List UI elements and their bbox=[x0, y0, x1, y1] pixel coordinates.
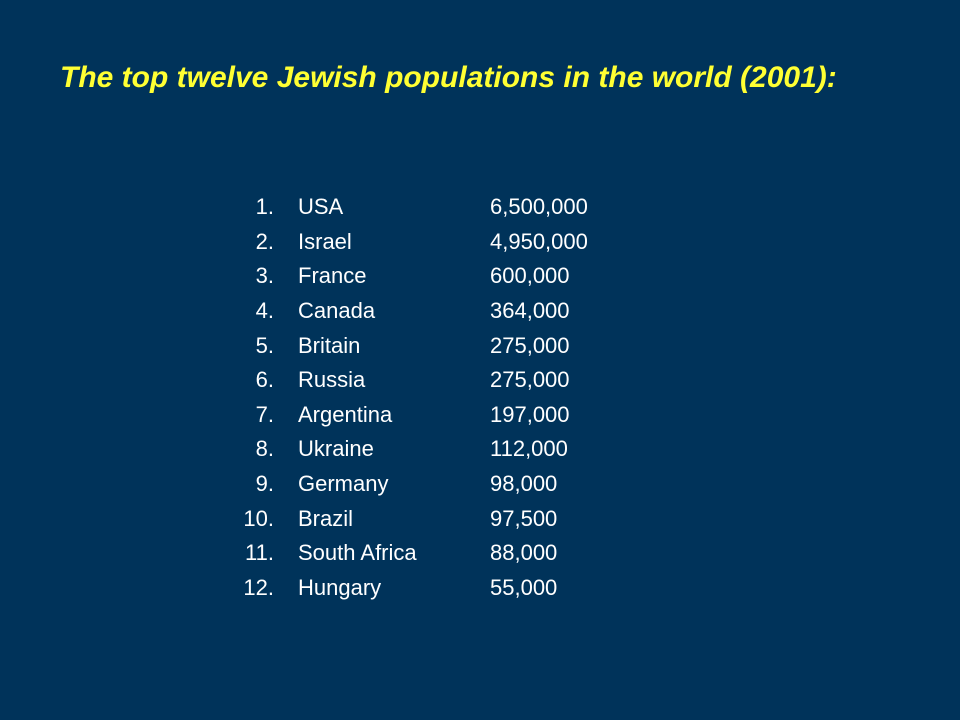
ranking-row: 12. Hungary 55,000 bbox=[236, 571, 650, 606]
ranking-row: 3. France 600,000 bbox=[236, 259, 650, 294]
slide-title: The top twelve Jewish populations in the… bbox=[60, 61, 837, 94]
rank-number: 8. bbox=[255, 436, 274, 462]
country-name: Israel bbox=[298, 228, 352, 254]
ranking-row: 9. Germany 98,000 bbox=[236, 467, 650, 502]
population-value: 275,000 bbox=[490, 367, 570, 393]
ranking-row: 2. Israel 4,950,000 bbox=[236, 225, 650, 260]
ranking-row: 5. Britain 275,000 bbox=[236, 328, 650, 363]
country-name: USA bbox=[298, 194, 344, 220]
population-value: 97,500 bbox=[490, 505, 558, 531]
population-value: 88,000 bbox=[490, 540, 558, 566]
population-value: 112,000 bbox=[490, 436, 568, 462]
population-value: 600,000 bbox=[490, 263, 570, 289]
country-name: Canada bbox=[298, 298, 376, 324]
rank-number: 4. bbox=[255, 298, 274, 324]
country-name: Russia bbox=[298, 367, 366, 393]
rank-number: 7. bbox=[255, 401, 274, 427]
rank-number: 3. bbox=[255, 263, 274, 289]
country-name: Germany bbox=[298, 471, 389, 497]
rank-number: 11. bbox=[245, 540, 274, 566]
rank-number: 12. bbox=[243, 574, 274, 600]
rank-number: 2. bbox=[255, 228, 274, 254]
ranking-row: 10. Brazil 97,500 bbox=[236, 501, 650, 536]
population-ranking-list: 1. USA 6,500,000 2. Israel 4,950,000 3. … bbox=[236, 190, 650, 605]
country-name: Hungary bbox=[298, 574, 382, 600]
population-value: 55,000 bbox=[490, 574, 558, 600]
country-name: France bbox=[298, 263, 367, 289]
ranking-row: 1. USA 6,500,000 bbox=[236, 190, 650, 225]
ranking-row: 6. Russia 275,000 bbox=[236, 363, 650, 398]
population-value: 98,000 bbox=[490, 471, 558, 497]
rank-number: 6. bbox=[255, 367, 274, 393]
ranking-row: 7. Argentina 197,000 bbox=[236, 398, 650, 433]
ranking-row: 8. Ukraine 112,000 bbox=[236, 432, 650, 467]
rank-number: 9. bbox=[255, 471, 274, 497]
rank-number: 5. bbox=[255, 332, 274, 358]
population-value: 275,000 bbox=[490, 332, 570, 358]
country-name: South Africa bbox=[298, 540, 417, 566]
ranking-row: 4. Canada 364,000 bbox=[236, 294, 650, 329]
ranking-row: 11. South Africa 88,000 bbox=[236, 536, 650, 571]
country-name: Ukraine bbox=[298, 436, 374, 462]
country-name: Argentina bbox=[298, 401, 393, 427]
country-name: Brazil bbox=[298, 505, 354, 531]
population-value: 197,000 bbox=[490, 401, 570, 427]
population-value: 364,000 bbox=[490, 298, 570, 324]
rank-number: 1. bbox=[255, 194, 274, 220]
rank-number: 10. bbox=[243, 505, 274, 531]
population-value: 4,950,000 bbox=[490, 228, 588, 254]
country-name: Britain bbox=[298, 332, 361, 358]
population-value: 6,500,000 bbox=[490, 194, 588, 220]
